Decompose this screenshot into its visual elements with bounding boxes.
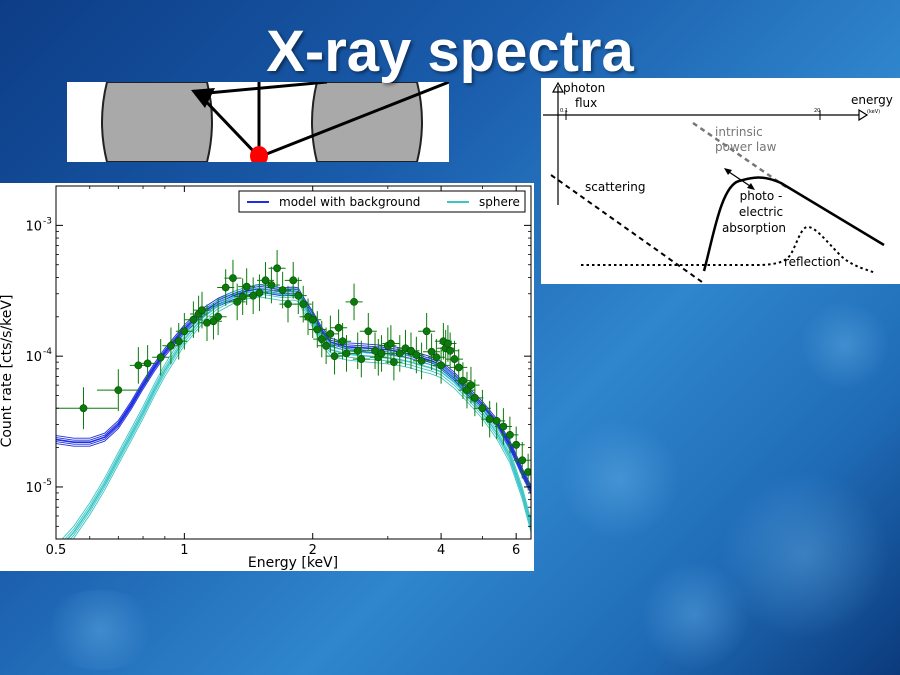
spectral-components-diagram: photon flux energy (keV) 0.1 20 intrinsi… (541, 78, 900, 284)
intrinsic-power-law-line (692, 121, 790, 191)
data-point (427, 338, 445, 376)
data-point (413, 342, 431, 380)
legend: model with background sphere (238, 190, 526, 213)
reflection-label: reflection (784, 255, 841, 269)
x-tick-label: 0.5 (46, 543, 67, 558)
data-point (432, 347, 450, 384)
data-point (466, 379, 484, 417)
data-point (162, 327, 180, 365)
arrow-head-icon (724, 168, 732, 175)
y-axis-label: Count rate [cts/s/keV] (0, 295, 15, 448)
data-point (345, 283, 363, 321)
model-line-sphere (66, 290, 531, 539)
y-axis-arrow-icon (551, 81, 565, 93)
data-point (289, 277, 307, 314)
arrow-head-icon (191, 88, 215, 108)
data-point (56, 387, 118, 430)
x-tick-label: 1 (180, 543, 188, 558)
model-line-model-with-background (56, 287, 531, 491)
y-tick-exponent: -3 (43, 216, 52, 226)
data-point (519, 453, 531, 491)
source-dot-icon (250, 146, 268, 166)
data-point (217, 269, 235, 306)
data-point (139, 345, 157, 382)
data-point (279, 285, 297, 323)
data-point (501, 416, 519, 454)
data-point (308, 311, 326, 348)
data-point (326, 337, 344, 375)
data-point (284, 262, 302, 299)
slide-title: X-ray spectra (266, 19, 634, 84)
data-point (313, 320, 331, 358)
data-point (96, 369, 140, 412)
energy-label: energy (851, 93, 893, 107)
data-point (152, 338, 170, 376)
flux-label: flux (575, 96, 597, 110)
data-point (337, 335, 356, 372)
data-point (224, 259, 242, 297)
energy-unit-label: (keV) (867, 109, 880, 115)
y-tick-label: 10 (25, 350, 42, 365)
plot-frame (55, 185, 532, 540)
y-tick-exponent: -5 (43, 478, 52, 488)
model-band-line (56, 291, 531, 495)
spectrum-chart: 0.5 1 2 4 6 10 -5 10 -4 10 -3 model with backgroun… (0, 183, 534, 571)
data-point (450, 349, 468, 386)
y-tick-exponent: -4 (43, 347, 52, 357)
x-tick-label: 4 (437, 543, 445, 558)
telescope-illustration (67, 80, 450, 166)
data-point (423, 333, 441, 371)
x-tick-label: 2 (309, 543, 317, 558)
data-point (488, 402, 506, 440)
data-point (204, 302, 222, 340)
x-axis-arrow-icon (858, 108, 869, 122)
data-point (321, 315, 339, 353)
data-point (445, 340, 464, 378)
electric-label: electric (739, 205, 783, 219)
legend-sphere-label: sphere (479, 195, 520, 209)
legend-model-label: model with background (279, 195, 420, 209)
y-tick-label: 10 (25, 481, 42, 496)
model-band-line (72, 296, 531, 539)
data-point (238, 268, 256, 305)
absorption-label: absorption (722, 221, 786, 235)
data-point (304, 301, 322, 339)
data-point (209, 298, 227, 336)
x-tick-label: 6 (512, 543, 520, 558)
data-point (352, 340, 370, 378)
data-point (373, 335, 391, 372)
scattering-label: scattering (585, 180, 646, 194)
data-point (494, 408, 512, 445)
right-mirror-shape (311, 81, 423, 163)
data-point (385, 343, 403, 381)
arrow-head-icon (747, 183, 755, 190)
model-band-line (69, 293, 531, 539)
data-point (175, 312, 193, 350)
absorbed-power-law-curve (702, 176, 885, 272)
data-point (382, 325, 400, 362)
data-point (418, 312, 436, 350)
intrinsic-label: intrinsic (715, 125, 763, 139)
data-point (359, 312, 377, 350)
tick-0.1-label: 0.1 (560, 108, 568, 114)
data-point (473, 389, 491, 427)
photon-label: photon (563, 81, 605, 95)
data-point (268, 249, 286, 287)
data-point (441, 332, 459, 370)
absorption-double-arrow (725, 169, 754, 189)
data-point (454, 362, 472, 399)
model-band-line (64, 287, 531, 539)
y-tick-label: 10 (25, 219, 42, 234)
tick-20-label: 20 (814, 108, 820, 114)
power-law-label: power law (715, 140, 777, 154)
data-point (349, 332, 367, 370)
photo-label: photo - (740, 189, 783, 203)
x-axis-label: Energy [keV] (248, 555, 338, 571)
